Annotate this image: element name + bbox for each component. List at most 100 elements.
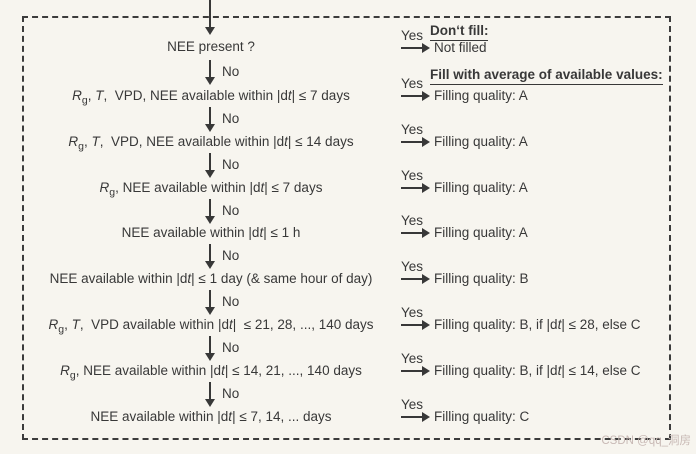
down-arrow <box>209 244 211 261</box>
text-segment: | ≤ 14 days <box>287 134 354 149</box>
down-arrow-head <box>205 353 215 361</box>
outcome-result: Filling quality: A <box>434 133 528 151</box>
yes-arrow-head <box>422 320 430 330</box>
decision-question: Rg, T, VPD, NEE available within |dt| ≤ … <box>22 133 400 156</box>
yes-arrow-head <box>422 412 430 422</box>
decision-question: Rg, T, VPD, NEE available within |dt| ≤ … <box>22 87 400 110</box>
yes-arrow-head <box>422 43 430 53</box>
down-arrow <box>209 107 211 124</box>
text-segment: Filling quality: C <box>434 409 530 424</box>
text-segment: t <box>260 180 265 195</box>
no-label: No <box>222 157 240 172</box>
no-label: No <box>222 248 240 263</box>
text-segment: , NEE available within |d <box>115 180 261 195</box>
yes-label: Yes <box>401 76 424 91</box>
no-label: No <box>222 340 240 355</box>
down-arrow-head <box>205 307 215 315</box>
no-label: No <box>222 294 240 309</box>
decision-question: NEE present ? <box>22 38 400 56</box>
yes-arrow-head <box>422 183 430 193</box>
text-segment: t <box>259 225 264 240</box>
yes-label: Yes <box>401 305 424 320</box>
text-segment: t <box>284 134 288 149</box>
text-segment: | ≤ 7, 14, ... days <box>232 409 332 424</box>
down-arrow-head <box>205 170 215 178</box>
down-arrow-head <box>205 261 215 269</box>
text-segment: NEE available within |d <box>121 225 260 240</box>
text-segment: Filling quality: B <box>434 271 529 286</box>
yes-label: Yes <box>401 213 424 228</box>
decision-question: NEE available within |dt| ≤ 7, 14, ... d… <box>22 408 400 426</box>
decision-question: Rg, T, VPD available within |dt| ≤ 21, 2… <box>22 316 400 339</box>
text-segment: | ≤ 14, 21, ..., 140 days <box>224 363 362 378</box>
yes-arrow-head <box>422 228 430 238</box>
text-segment: , VPD, NEE available within |d <box>103 88 288 103</box>
text-segment: | ≤ 1 day (& same hour of day) <box>191 271 373 286</box>
text-segment: Filling quality: B, if |d <box>434 363 558 378</box>
text-segment: | ≤ 21, 28, ..., 140 days <box>232 317 374 332</box>
text-segment: R <box>48 317 59 332</box>
text-segment: , NEE available within |d <box>75 363 222 378</box>
yes-arrow-head <box>422 274 430 284</box>
decision-question: NEE available within |dt| ≤ 1 day (& sam… <box>22 270 400 288</box>
text-segment: | ≤ 7 days <box>291 88 350 103</box>
down-arrow <box>209 59 211 77</box>
text-segment: t <box>228 317 233 332</box>
down-arrow-head <box>205 215 215 224</box>
text-segment: Filling quality: A <box>434 88 528 103</box>
text-segment: t <box>557 363 562 378</box>
yes-arrow <box>401 232 422 234</box>
yes-arrow <box>401 278 422 280</box>
yes-arrow <box>401 324 422 326</box>
outcome-result: Filling quality: C <box>434 408 529 426</box>
text-segment: T <box>95 88 104 103</box>
text-segment: Filling quality: B, if |d <box>434 317 558 332</box>
yes-label: Yes <box>401 28 424 43</box>
yes-arrow <box>401 370 422 372</box>
text-segment: | ≤ 1 h <box>263 225 301 240</box>
text-segment: NEE available within |d <box>90 409 229 424</box>
text-segment: NEE present ? <box>167 39 255 54</box>
yes-label: Yes <box>401 122 424 137</box>
yes-label: Yes <box>401 168 424 183</box>
text-segment: t <box>228 409 233 424</box>
no-label: No <box>222 63 240 79</box>
text-segment: t <box>187 271 192 286</box>
text-segment: | ≤ 28, else C <box>561 317 641 332</box>
text-segment: Not filled <box>434 40 487 55</box>
outcome-header: Fill with average of available values: <box>430 66 663 85</box>
yes-arrow <box>401 141 422 143</box>
yes-label: Yes <box>401 259 424 274</box>
outcome-result: Filling quality: B <box>434 270 529 288</box>
text-segment: | ≤ 14, else C <box>561 363 641 378</box>
down-arrow <box>209 290 211 307</box>
decision-question: Rg, NEE available within |dt| ≤ 14, 21, … <box>22 362 400 385</box>
down-arrow-head <box>205 399 215 407</box>
text-segment: T <box>71 317 80 332</box>
yes-label: Yes <box>401 397 424 412</box>
yes-label: Yes <box>401 351 424 366</box>
no-label: No <box>222 386 240 401</box>
down-arrow <box>209 336 211 353</box>
down-arrow <box>209 153 211 170</box>
outcome-result: Filling quality: B, if |dt| ≤ 28, else C <box>434 316 641 334</box>
text-segment: | ≤ 7 days <box>264 180 323 195</box>
outcome-result: Not filled <box>434 39 487 57</box>
text-segment: t <box>287 88 292 103</box>
down-arrow-head <box>205 124 215 132</box>
text-segment: g <box>109 186 116 199</box>
text-segment: , <box>87 88 96 103</box>
entry-arrow-head <box>205 27 215 35</box>
text-segment: , VPD, NEE available within |d <box>99 134 285 149</box>
text-segment: t <box>557 317 562 332</box>
down-arrow <box>209 198 211 216</box>
outcome-header: Don‘t fill: <box>430 22 489 41</box>
decision-question: Rg, NEE available within |dt| ≤ 7 days <box>22 179 400 202</box>
text-segment: Filling quality: A <box>434 225 528 240</box>
yes-arrow <box>401 95 422 97</box>
yes-arrow-head <box>422 91 430 101</box>
yes-arrow <box>401 416 422 418</box>
text-segment: Filling quality: A <box>434 134 528 149</box>
text-segment: , <box>84 134 92 149</box>
